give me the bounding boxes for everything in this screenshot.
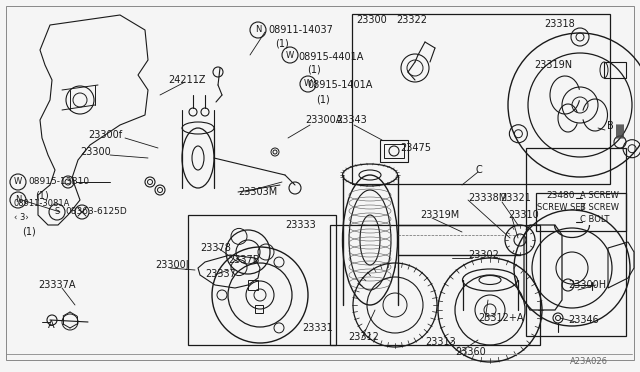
Bar (352, 14, 610, 184)
Text: 23300J: 23300J (155, 260, 189, 270)
Text: 23300: 23300 (80, 147, 111, 157)
Text: 08915-1401A: 08915-1401A (307, 80, 372, 90)
Bar (188, 215, 336, 345)
Text: 23312: 23312 (348, 332, 379, 342)
Text: 08915-4401A: 08915-4401A (298, 52, 364, 62)
Text: 23300A: 23300A (305, 115, 342, 125)
Text: 23303M: 23303M (238, 187, 277, 197)
Text: 23322: 23322 (396, 15, 427, 25)
Text: 23337A: 23337A (38, 280, 76, 290)
Text: 23302: 23302 (468, 250, 499, 260)
Text: 23300f: 23300f (88, 130, 122, 140)
Text: B SCREW: B SCREW (580, 203, 619, 212)
Bar (255, 305, 263, 313)
Text: 23321: 23321 (500, 193, 531, 203)
Text: 24211Z: 24211Z (168, 75, 205, 85)
Text: W: W (304, 80, 312, 89)
Text: S: S (54, 208, 60, 217)
Text: 08363-6125D: 08363-6125D (65, 208, 127, 217)
Text: 23338M: 23338M (468, 193, 508, 203)
Text: (1): (1) (22, 227, 36, 237)
Text: 23300: 23300 (356, 15, 387, 25)
Text: 23310: 23310 (508, 210, 539, 220)
Text: (1): (1) (35, 191, 49, 201)
Text: N: N (15, 196, 21, 205)
Text: (1): (1) (316, 94, 330, 104)
Text: (1): (1) (275, 39, 289, 49)
Text: A: A (48, 320, 54, 330)
Text: 2337B: 2337B (228, 255, 259, 265)
Text: 08915-13B10: 08915-13B10 (28, 177, 89, 186)
Text: 08911-14037: 08911-14037 (268, 25, 333, 35)
Text: C BOLT: C BOLT (580, 215, 609, 224)
Text: W: W (286, 51, 294, 60)
Bar (330, 225, 540, 345)
Bar (604, 62, 626, 78)
Text: B: B (607, 121, 614, 131)
Text: 08911-3081A: 08911-3081A (14, 199, 70, 208)
Text: 23319M: 23319M (420, 210, 460, 220)
Text: 23313: 23313 (425, 337, 456, 347)
Text: 23312+A: 23312+A (478, 313, 524, 323)
Bar (380, 140, 408, 162)
Bar (526, 148, 626, 336)
Text: SCREW SET: SCREW SET (537, 203, 586, 212)
Text: 23343: 23343 (336, 115, 367, 125)
Text: (1): (1) (307, 65, 321, 75)
Text: 23480: 23480 (546, 192, 575, 201)
Text: 23333: 23333 (285, 220, 316, 230)
Text: 23337: 23337 (205, 269, 236, 279)
Text: A23A026: A23A026 (570, 357, 608, 366)
Text: 23475: 23475 (400, 143, 431, 153)
Bar (536, 193, 626, 231)
Text: 23318: 23318 (544, 19, 575, 29)
Text: A SCREW: A SCREW (580, 192, 619, 201)
Bar (248, 280, 258, 290)
Text: 23346: 23346 (568, 315, 599, 325)
Text: 23331: 23331 (302, 323, 333, 333)
Text: 23378: 23378 (200, 243, 231, 253)
Text: N: N (255, 26, 261, 35)
Text: 23360: 23360 (455, 347, 486, 357)
Bar (384, 144, 404, 158)
Text: W: W (14, 177, 22, 186)
Text: 23300H: 23300H (568, 280, 606, 290)
Text: 23319N: 23319N (534, 60, 572, 70)
Text: C: C (475, 165, 482, 175)
Text: ‹ 3›: ‹ 3› (14, 214, 29, 222)
